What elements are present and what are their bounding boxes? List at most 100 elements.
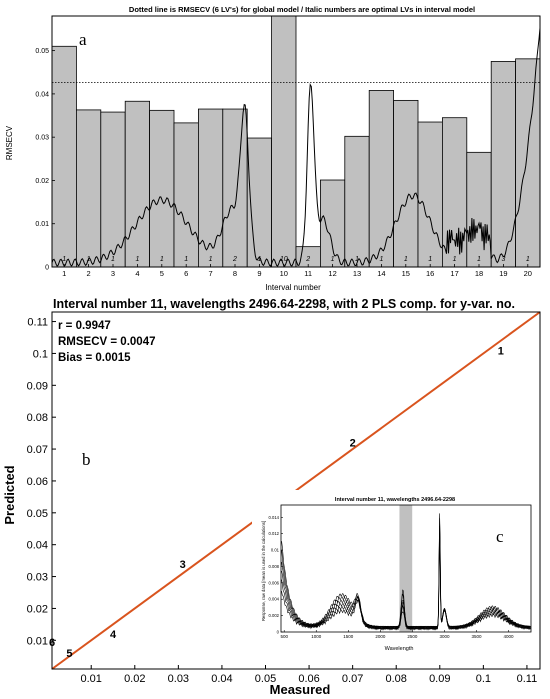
panel-a-lv-label: 1 [331, 256, 335, 263]
panel-a-lv-label: 2 [305, 256, 310, 263]
panel-c-x-tick-label: 2500 [407, 634, 418, 639]
panel-a-title: Dotted line is RMSECV (6 LV's) for globa… [129, 5, 475, 14]
panel-b-y-tick-label: 0.03 [27, 572, 48, 584]
panel-b-point-label: 5 [66, 648, 72, 660]
panel-b-stat-rmsecv: RMSECV = 0.0047 [58, 336, 155, 348]
panel-a-x-tick-label: 8 [233, 269, 237, 278]
panel-a-x-tick-label: 10 [280, 269, 288, 278]
panel-c-y-axis-label: Response, raw data [mean is used in the … [261, 521, 266, 621]
panel-a-x-tick-label: 4 [135, 269, 139, 278]
panel-c-x-tick-label: 1000 [311, 634, 322, 639]
panel-a-x-ticks: 1 2 3 4 5 6 7 8 9 10 11 12 13 14 15 16 17 18 19 20 [62, 264, 532, 278]
panel-b-x-tick-label: 0.06 [298, 673, 319, 685]
panel-a-lv-label: 1 [62, 256, 66, 263]
panel-a-y-tick-label: 0.01 [35, 221, 49, 228]
panel-c-inset-spectrum: Interval number 11, wavelengths 2496.64-… [252, 490, 538, 658]
panel-a-lv-label: 2 [232, 256, 237, 263]
panel-c-y-tick-label: 0.008 [269, 564, 280, 569]
panel-b-x-tick-label: 0.09 [429, 673, 450, 685]
panel-b-y-tick-label: 0.04 [27, 540, 48, 552]
panel-a-bar [271, 15, 297, 268]
panel-b-y-tick-label: 0.05 [27, 508, 48, 520]
panel-a-x-tick-label: 7 [209, 269, 213, 278]
panel-a-x-tick-label: 14 [377, 269, 385, 278]
panel-a-bar [173, 122, 199, 268]
panel-a-x-tick-label: 20 [524, 269, 532, 278]
panel-a-x-tick-label: 19 [499, 269, 507, 278]
panel-b-y-tick-label: 0.02 [27, 603, 48, 615]
panel-b-x-tick-label: 0.03 [168, 673, 189, 685]
panel-a-bar [466, 151, 492, 268]
panel-a-x-tick-label: 16 [426, 269, 434, 278]
panel-a-x-tick-label: 15 [402, 269, 410, 278]
panel-a-bar [490, 61, 517, 268]
panel-a-x-tick-label: 5 [160, 269, 164, 278]
panel-b-x-tick-label: 0.11 [517, 673, 538, 685]
panel-a-lv-label: 1 [135, 256, 139, 263]
panel-c-y-tick-label: 0.012 [269, 531, 280, 536]
panel-a-bar [149, 109, 175, 268]
panel-b-x-tick-label: 0.05 [255, 673, 276, 685]
panel-a-lv-label: 1 [428, 256, 432, 263]
panel-b-frame [51, 311, 541, 670]
panel-c-y-tick-label: 0.002 [269, 613, 280, 618]
panel-c-y-ticks: 0 0.002 0.004 0.006 0.008 0.01 0.012 0.014 [269, 515, 283, 635]
panel-c-x-axis-label: Wavelength [385, 646, 414, 652]
panel-c-frame [280, 504, 532, 633]
panel-c-background [252, 490, 538, 658]
panel-b-y-tick-label: 0.09 [27, 380, 48, 392]
panel-a-bar [393, 99, 419, 268]
panel-a-spectrum-curve [51, 28, 541, 267]
panel-b-point-label: 3 [180, 559, 186, 571]
panel-c-x-tick-label: 3500 [472, 634, 483, 639]
panel-b-x-tick-label: 0.08 [386, 673, 407, 685]
panel-a-bar [51, 45, 77, 268]
panel-a-lv-label: 1 [477, 256, 481, 263]
panel-b-y-tick-label: 0.01 [27, 635, 48, 647]
panel-a-lv-label: 1 [209, 256, 213, 263]
panel-a-bar [124, 100, 150, 268]
panel-a-y-tick-label: 0.05 [35, 48, 49, 55]
panel-c-x-tick-label: 1500 [343, 634, 354, 639]
panel-c-spectrum-line [281, 545, 531, 631]
panel-b-x-tick-label: 0.01 [81, 673, 102, 685]
panel-a-bars [51, 15, 541, 268]
panel-a-x-tick-label: 12 [328, 269, 336, 278]
panel-a-spectrum-line [51, 28, 541, 267]
panel-b-letter: b [82, 450, 91, 469]
panel-b-x-tick-label: 0.1 [476, 673, 491, 685]
panel-a-frame [51, 15, 541, 268]
panel-a-lv-label: 10 [280, 256, 288, 263]
panel-b-y-tick-label: 0.08 [27, 412, 48, 424]
panel-b-scatter-chart: Interval number 11, wavelengths 2496.64-… [2, 297, 541, 697]
panel-c-y-tick-label: 0.006 [269, 580, 280, 585]
panel-a-y-tick-label: 0 [45, 265, 49, 272]
panel-c-y-tick-label: 0.01 [271, 548, 280, 553]
panel-b-y-tick-label: 0.1 [33, 348, 48, 360]
panel-c-spectra [281, 513, 531, 631]
panel-a-x-axis-label: Interval number [265, 283, 321, 292]
panel-a-x-tick-label: 18 [475, 269, 483, 278]
panel-c-x-tick-label: 2000 [375, 634, 386, 639]
panel-a-x-tick-label: 1 [62, 269, 66, 278]
panel-c-x-tick-label: 4000 [504, 634, 515, 639]
panel-c-x-tick-label: 500 [280, 634, 288, 639]
panel-a-x-tick-label: 11 [304, 269, 312, 278]
panel-c-y-tick-label: 0.004 [269, 597, 280, 602]
panel-a-lv-label: 3 [501, 256, 505, 263]
panel-a-rmsecv-chart: Dotted line is RMSECV (6 LV's) for globa… [5, 5, 541, 292]
panel-a-bar [76, 109, 102, 268]
panel-a-lv-label: 1 [184, 256, 188, 263]
panel-a-lv-label: 1 [404, 256, 408, 263]
panel-a-bar [222, 108, 248, 268]
panel-a-optimal-lv-labels: 1 1 1 1 1 1 1 2 1 10 2 1 1 1 1 1 1 1 3 1 [62, 256, 530, 263]
panel-b-x-tick-label: 0.07 [342, 673, 363, 685]
panel-a-y-axis-label: RMSECV [5, 125, 14, 160]
panel-b-y-tick-label: 0.11 [27, 317, 48, 329]
panel-a-bar [417, 121, 443, 268]
panel-a-lv-label: 1 [87, 256, 91, 263]
panel-b-y-tick-label: 0.07 [27, 444, 48, 456]
panel-a-y-tick-label: 0.03 [35, 135, 49, 142]
panel-b-x-tick-label: 0.04 [211, 673, 232, 685]
